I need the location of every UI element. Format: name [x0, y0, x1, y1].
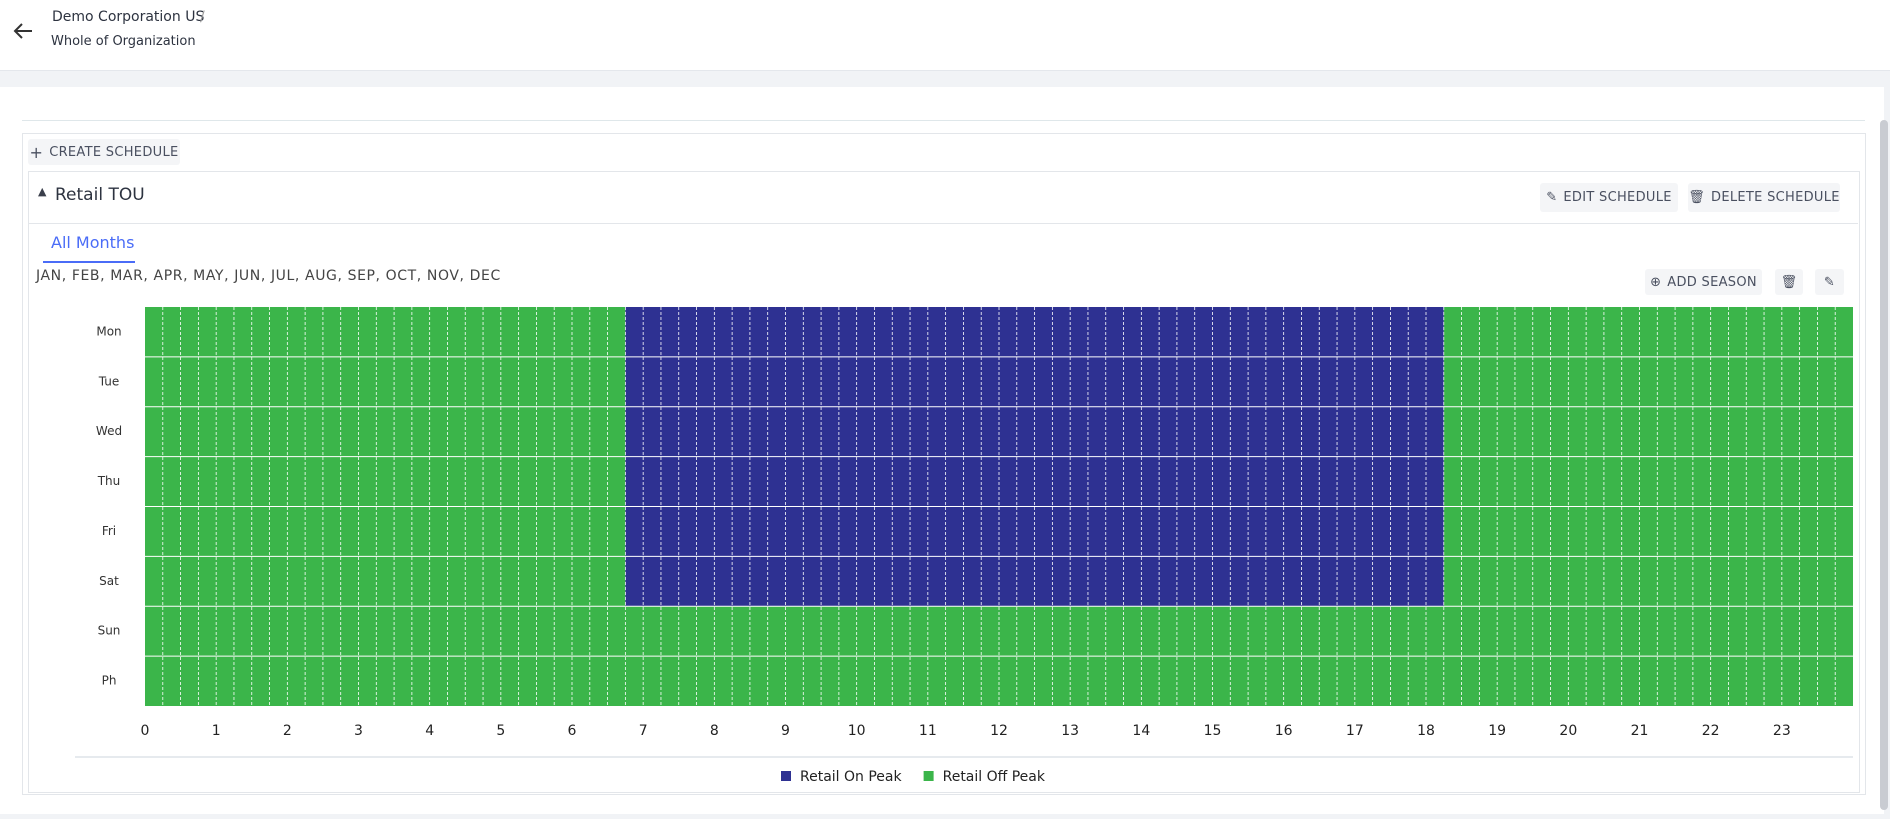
x-tick-label: 9: [781, 723, 790, 739]
x-tick-label: 22: [1702, 723, 1720, 739]
x-tick-label: 23: [1773, 723, 1791, 739]
off-peak-cell: [145, 506, 626, 557]
collapse-icon[interactable]: ▲: [38, 185, 47, 198]
x-tick-label: 16: [1275, 723, 1293, 739]
separator: /: [200, 9, 205, 25]
divider: [28, 223, 1858, 224]
x-tick-label: 19: [1488, 723, 1506, 739]
row-label: Thu: [97, 474, 121, 488]
edit-button[interactable]: ✎ EDIT SCHEDULE: [1540, 183, 1678, 212]
off-peak-cell: [145, 556, 626, 607]
scrollbar[interactable]: [1880, 120, 1888, 810]
off-peak-cell: [145, 456, 626, 507]
edit-label: EDIT SCHEDULE: [1563, 190, 1672, 205]
row-label: Wed: [96, 424, 122, 438]
delete-button[interactable]: 🗑 DELETE SCHEDULE: [1688, 183, 1840, 212]
row-label: Mon: [96, 324, 121, 338]
off-peak-cell: [1443, 456, 1853, 507]
months: JAN, FEB, MAR, APR, MAY, JUN, JUL, AUG, …: [36, 268, 501, 284]
add-season-button[interactable]: ⊕ ADD SEASON: [1645, 269, 1762, 295]
row-label: Tue: [98, 374, 120, 388]
legend-swatch: [781, 771, 791, 781]
off-peak-cell: [1443, 307, 1853, 357]
off-peak-cell: [1443, 356, 1853, 407]
row-label: Sat: [99, 574, 119, 588]
create-button[interactable]: + CREATE SCHEDULE: [28, 139, 180, 165]
x-tick-label: 10: [848, 723, 866, 739]
x-tick-label: 7: [639, 723, 648, 739]
x-tick-label: 11: [919, 723, 937, 739]
legend-swatch: [923, 771, 934, 781]
x-tick-label: 13: [1061, 723, 1079, 739]
x-tick-label: 8: [710, 723, 719, 739]
legend-label: Retail On Peak: [800, 769, 902, 785]
create-label: CREATE SCHEDULE: [49, 144, 179, 160]
schedule-card: [28, 171, 1860, 793]
x-tick-label: 5: [496, 723, 505, 739]
off-peak-cell: [1443, 406, 1853, 457]
x-tick-label: 0: [141, 723, 150, 739]
x-tick-label: 20: [1559, 723, 1577, 739]
delete-season-button[interactable]: 🗑: [1775, 269, 1803, 295]
off-peak-cell: [145, 307, 626, 357]
x-tick-label: 1: [212, 723, 221, 739]
tab-underline: [43, 261, 135, 263]
x-tick-label: 6: [568, 723, 577, 739]
row-label: Ph: [102, 674, 117, 688]
edit-season-button[interactable]: ✎: [1815, 269, 1844, 295]
divider: [22, 120, 1865, 121]
row-label: Fri: [102, 524, 116, 538]
tab[interactable]: All Months: [51, 233, 135, 252]
off-peak-cell: [145, 406, 626, 457]
schedule-name: Retail TOU: [55, 185, 145, 205]
off-peak-cell: [145, 356, 626, 407]
delete-label: DELETE SCHEDULE: [1711, 190, 1840, 205]
breadcrumb[interactable]: Demo Corporation US: [52, 9, 205, 25]
x-tick-label: 12: [990, 723, 1008, 739]
page-title: Whole of Organization: [51, 34, 196, 49]
schedule-panel: [22, 133, 1866, 795]
x-tick-label: 3: [354, 723, 363, 739]
off-peak-cell: [1443, 556, 1853, 607]
row-label: Sun: [98, 624, 121, 638]
x-tick-label: 2: [283, 723, 292, 739]
x-tick-label: 14: [1132, 723, 1150, 739]
add-season-label: ADD SEASON: [1667, 274, 1757, 290]
legend-label: Retail Off Peak: [943, 769, 1046, 785]
x-tick-label: 21: [1631, 723, 1649, 739]
x-tick-label: 4: [425, 723, 434, 739]
back-arrow[interactable]: [12, 21, 34, 41]
x-tick-label: 17: [1346, 723, 1364, 739]
off-peak-cell: [1443, 506, 1853, 557]
x-tick-label: 15: [1204, 723, 1222, 739]
top-bar: Demo Corporation US / Whole of Organizat…: [0, 0, 1890, 71]
x-tick-label: 18: [1417, 723, 1435, 739]
